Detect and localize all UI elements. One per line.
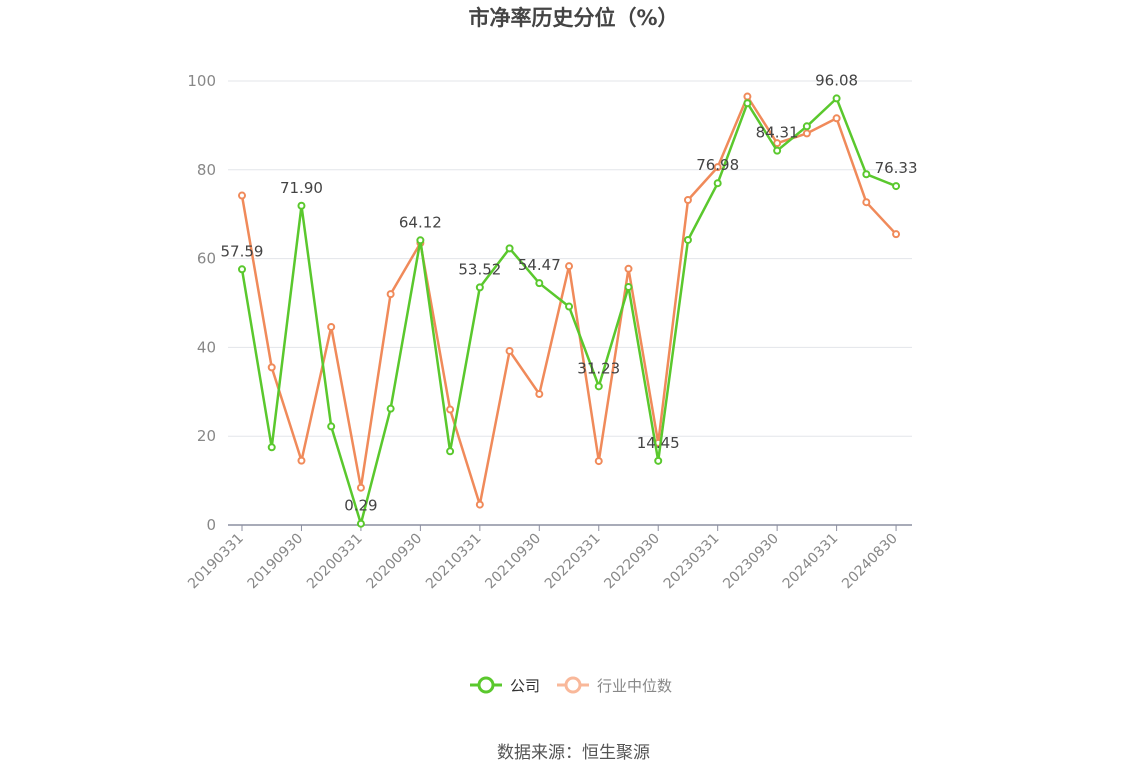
y-tick-label: 80: [197, 161, 216, 179]
series-0-point: [802, 122, 811, 131]
y-tick-label: 40: [197, 338, 216, 356]
legend-label: 行业中位数: [597, 677, 672, 695]
series-1-point: [832, 114, 841, 123]
series-0-point: [416, 236, 425, 245]
y-tick-label: 0: [206, 516, 216, 534]
series-0-point: [505, 244, 514, 253]
chart-title: 市净率历史分位（%）: [468, 6, 679, 30]
series-1-point: [773, 139, 782, 148]
legend-marker: [477, 676, 495, 694]
series-0-point: [267, 443, 276, 452]
series-1-point: [862, 198, 871, 207]
series-1-point: [594, 457, 603, 466]
series-0-point: [386, 404, 395, 413]
legend-item-1[interactable]: 行业中位数: [557, 676, 672, 695]
series-0-point: [743, 99, 752, 108]
legend-marker: [564, 676, 582, 694]
data-source-note: 数据来源：恒生聚源: [497, 743, 650, 763]
x-tick-label: 20190331: [185, 531, 247, 593]
series-1-point: [892, 230, 901, 239]
series-1-point: [535, 390, 544, 399]
series-1-point: [802, 129, 811, 138]
legend-label: 公司: [510, 677, 540, 695]
data-label: 31.23: [577, 359, 620, 377]
data-label: 84.31: [756, 124, 799, 142]
series-1-point: [327, 322, 336, 331]
series-layer: [238, 92, 901, 528]
data-label: 96.08: [815, 71, 858, 89]
data-label-layer: 57.59 71.90 0.29 64.12 53.52 54.47 31.23 14.45 7…: [221, 71, 918, 514]
series-0-point: [773, 146, 782, 155]
y-tick-label: 20: [197, 427, 216, 445]
x-tick-label: 20240331: [780, 531, 842, 593]
series-1-point: [624, 264, 633, 273]
x-tick-label: 20190930: [245, 531, 307, 593]
series-line-1: [240, 95, 898, 506]
y-tick-label: 100: [187, 72, 216, 90]
series-1-point: [683, 195, 692, 204]
series-1-point: [743, 92, 752, 101]
series-1-point: [297, 456, 306, 465]
x-tick-label: 20210331: [423, 531, 485, 593]
data-label: 76.98: [696, 156, 739, 174]
series-1-point: [446, 405, 455, 414]
series-1-point: [386, 290, 395, 299]
series-0-point: [565, 302, 574, 311]
series-1-point: [475, 500, 484, 509]
series-1-point: [713, 163, 722, 172]
series-0-point: [535, 279, 544, 288]
series-0-point: [683, 235, 692, 244]
x-tick-label: 20220930: [601, 531, 663, 593]
x-tick-label: 20210930: [482, 531, 544, 593]
series-0-point: [446, 447, 455, 456]
legend[interactable]: 公司 行业中位数: [470, 676, 672, 695]
series-0-point: [297, 201, 306, 210]
series-0-point: [713, 179, 722, 188]
grid-layer: [228, 80, 912, 437]
axis-layer: 0 20 40 60 80 100 2019033120190930202003312020…: [185, 72, 912, 592]
series-1-point: [238, 191, 246, 200]
data-label: 54.47: [518, 256, 561, 274]
data-label: 71.90: [280, 179, 323, 197]
series-1-point: [505, 346, 514, 355]
series-line-0: [240, 97, 897, 525]
data-label: 53.52: [458, 260, 501, 278]
series-0-point: [475, 283, 484, 292]
series-1-point: [356, 483, 365, 492]
series-0-point: [832, 94, 841, 103]
data-label: 14.45: [637, 434, 680, 452]
x-tick-label: 20230331: [661, 531, 723, 593]
x-tick-label: 20230930: [720, 531, 782, 593]
y-tick-label: 60: [197, 250, 216, 268]
series-0-point: [654, 456, 663, 465]
data-label: 57.59: [221, 242, 264, 260]
x-tick-label: 20200930: [364, 531, 426, 593]
series-1-point: [565, 262, 574, 271]
x-tick-label: 20240830: [839, 531, 901, 593]
series-0-point: [594, 382, 603, 391]
data-label: 64.12: [399, 213, 442, 231]
series-0-point: [327, 422, 336, 431]
series-1-point: [267, 363, 276, 372]
series-0-point: [238, 265, 246, 274]
x-tick-label: 20200331: [304, 531, 366, 593]
x-tick-label: 20220331: [542, 531, 604, 593]
data-label: 0.29: [344, 497, 377, 515]
series-0-point: [356, 519, 365, 528]
data-label: 76.33: [875, 159, 918, 177]
series-0-point: [862, 170, 871, 179]
series-0-point: [624, 283, 633, 292]
series-0-point: [892, 182, 901, 191]
legend-item-0[interactable]: 公司: [470, 676, 540, 695]
